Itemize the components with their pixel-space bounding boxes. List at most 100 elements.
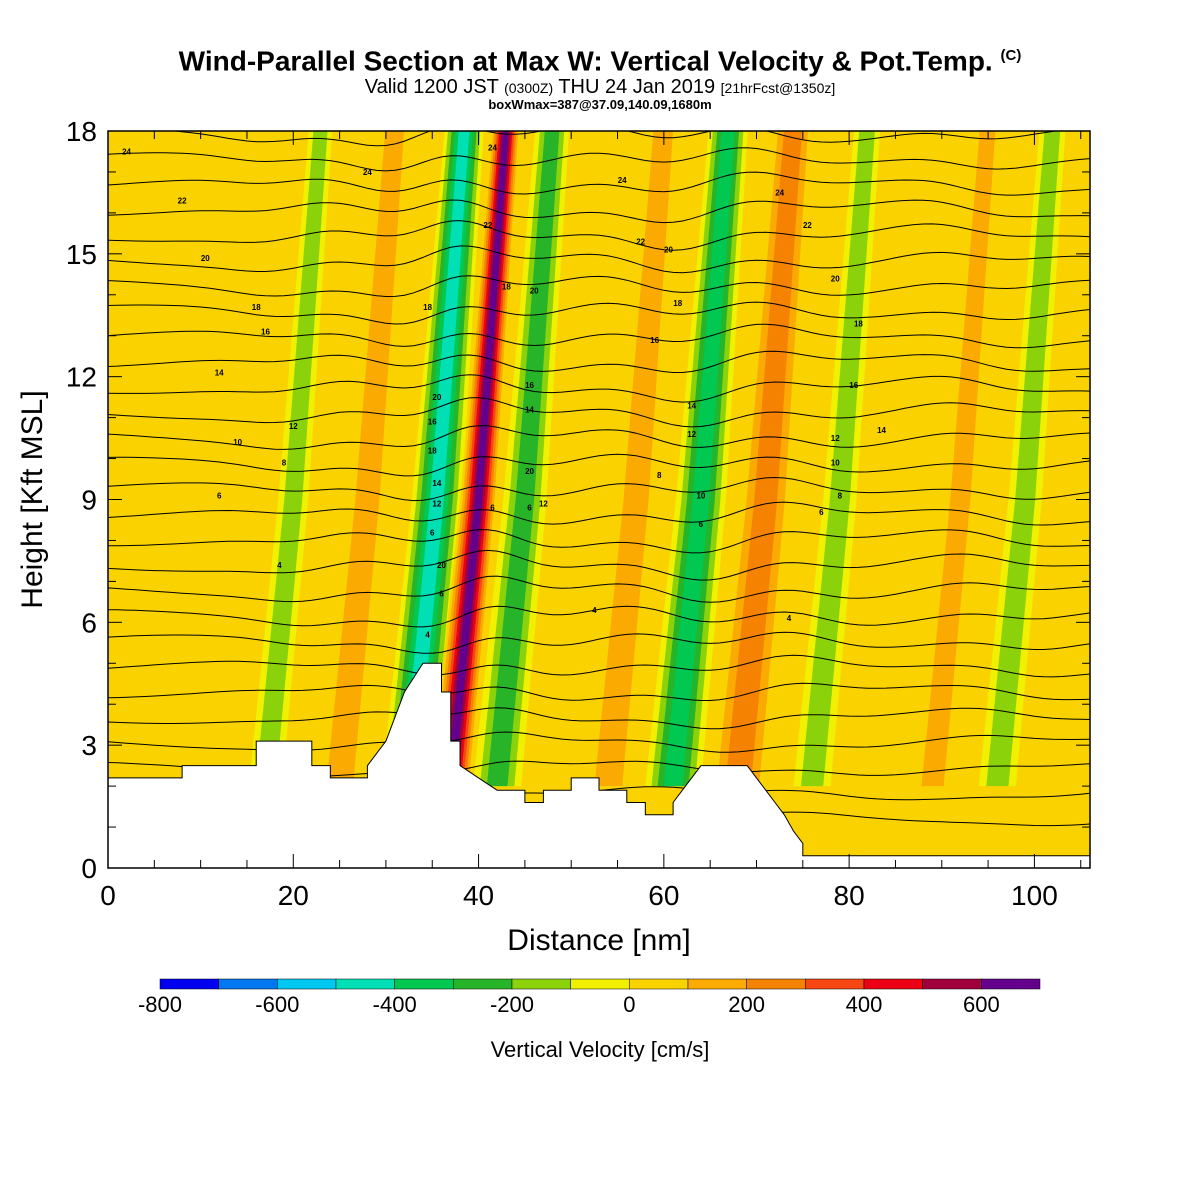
y-axis-label: Height [Kft MSL] [16, 390, 49, 608]
chart-title: Wind-Parallel Section at Max W: Vertical… [178, 45, 1022, 77]
x-tick-label: 20 [278, 880, 309, 911]
colorbar-swatch [687, 978, 747, 990]
isentrope-label: 24 [775, 188, 784, 197]
isentrope-label: 4 [277, 561, 282, 570]
colorbar-swatch [277, 978, 337, 990]
colorbar-tick-label: -800 [138, 992, 182, 1017]
isentrope-label: 8 [838, 491, 843, 500]
isentrope-label: 10 [233, 438, 242, 447]
colorbar-tick-label: 200 [728, 992, 765, 1017]
box-caption: boxWmax=387@37.09,140.09,1680m [488, 97, 712, 113]
x-axis-label: Distance [nm] [507, 924, 690, 957]
y-tick-label: 9 [81, 485, 97, 516]
isentrope-label: 12 [687, 430, 696, 439]
y-tick-label: 18 [66, 116, 97, 147]
isentrope-label: 8 [657, 471, 662, 480]
isentrope-line [108, 549, 1090, 581]
isentrope-line [108, 350, 1090, 373]
isentrope-label: 10 [696, 491, 705, 500]
colorbar-swatch [981, 978, 1041, 990]
velocity-column [446, 131, 509, 787]
isentrope-label: 16 [525, 381, 534, 390]
title-block: Wind-Parallel Section at Max W: Vertical… [0, 40, 1200, 112]
velocity-column [921, 131, 996, 787]
isentrope-label: 4 [787, 614, 792, 623]
colorbar-swatch [746, 978, 806, 990]
x-tick-label: 80 [834, 880, 865, 911]
velocity-column [986, 131, 1061, 787]
isentrope-label: 16 [650, 336, 659, 345]
isentrope-label: 6 [439, 590, 444, 599]
isentrope-line [108, 476, 1090, 502]
colorbar-tick-label: 400 [846, 992, 883, 1017]
title-suffix: (C) [1000, 47, 1022, 64]
colorbar-swatch [159, 978, 219, 990]
colorbar-swatch [511, 978, 571, 990]
isentrope-label: 14 [432, 479, 441, 488]
isentrope-label: 12 [432, 500, 441, 509]
isentrope-line [108, 453, 1090, 477]
isentrope-line [108, 220, 1090, 251]
x-tick-label: 60 [648, 880, 679, 911]
isentrope-line [168, 131, 1061, 147]
velocity-column [725, 131, 802, 787]
isentrope-line [108, 501, 1090, 526]
y-tick-label: 6 [81, 607, 97, 638]
colorbar-tick-label: -400 [373, 992, 417, 1017]
y-tick-label: 3 [81, 730, 97, 761]
isentrope-label: 6 [217, 491, 222, 500]
isentrope-label: 24 [363, 168, 372, 177]
isentrope-label: 16 [428, 418, 437, 427]
x-tick-label: 0 [100, 880, 116, 911]
isentrope-label: 24 [488, 143, 497, 152]
velocity-column [663, 131, 735, 787]
velocity-column [594, 131, 674, 787]
y-tick-label: 15 [66, 239, 97, 270]
terrain [108, 662, 1090, 868]
colorbar-swatch [922, 978, 982, 990]
isentrope-line [108, 425, 1090, 450]
isentrope-line [108, 631, 1090, 654]
isentrope-line [108, 575, 1090, 603]
isentrope-label: 18 [423, 303, 432, 312]
isentrope-label: 14 [877, 426, 886, 435]
isentrope-label: 14 [687, 401, 696, 410]
colorbar-tick-label: -200 [490, 992, 534, 1017]
subtitle-forecast: [21hrFcst@1350z] [720, 80, 836, 97]
isentrope-label: 6 [490, 504, 495, 513]
isentrope-label: 20 [664, 246, 673, 255]
isentrope-label: 18 [428, 446, 437, 455]
colorbar-tick-label: 0 [623, 992, 635, 1017]
isentrope-line [108, 301, 1090, 325]
colorbar-swatch [570, 978, 630, 990]
isentrope-label: 6 [819, 508, 824, 517]
colorbar-swatch [335, 978, 395, 990]
isentrope-line [108, 707, 1090, 730]
colorbar-swatch [453, 978, 513, 990]
colorbar-label: Vertical Velocity [cm/s] [491, 1037, 710, 1062]
isentrope-label: 24 [618, 176, 627, 185]
isentrope-label: 18 [252, 303, 261, 312]
subtitle-zulu: (0300Z) [504, 80, 554, 97]
isentrope-label: 20 [201, 254, 210, 263]
plot-area: 24 24 24 24 24 22 22 22 22 20 20 20 20 18 18 18 18 18 16 16… [108, 131, 1090, 868]
isentrope-label: 24 [122, 147, 131, 156]
chart-subtitle: Valid 1200 JST (0300Z) THU 24 Jan 2019 [… [364, 76, 836, 99]
isentrope-label: 14 [525, 405, 534, 414]
isentrope-line [108, 147, 1090, 172]
x-tick-label: 40 [463, 880, 494, 911]
isentrope-label: 20 [437, 561, 446, 570]
x-tick-label: 100 [1011, 880, 1058, 911]
isentrope-label: 20 [525, 467, 534, 476]
isentrope-line [108, 374, 1090, 403]
isentrope-label: 6 [699, 520, 704, 529]
isentrope-line [108, 275, 1090, 298]
isentrope-line [108, 605, 1090, 628]
isentrope-label: 16 [849, 381, 858, 390]
isentrope-line [108, 199, 1090, 224]
isentrope-label: 22 [483, 221, 492, 230]
isentrope-label: 12 [831, 434, 840, 443]
isentrope-line [108, 171, 1090, 196]
isentrope-label: 18 [502, 283, 511, 292]
